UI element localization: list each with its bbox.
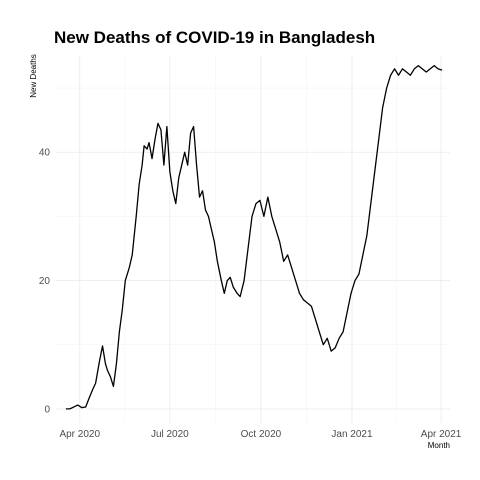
major-gridlines	[56, 56, 450, 423]
series-layer	[65, 64, 443, 410]
x-tick-label: Oct 2020	[241, 429, 282, 440]
chart-title: New Deaths of COVID-19 in Bangladesh	[54, 28, 375, 47]
x-tick-label: Jul 2020	[151, 429, 189, 440]
x-tick-label: Apr 2020	[59, 429, 100, 440]
x-tick-label: Jan 2021	[331, 429, 373, 440]
x-tick-labels: Apr 2020 Jul 2020 Oct 2020 Jan 2021 Apr 2021	[59, 429, 461, 440]
minor-gridlines	[56, 56, 450, 423]
series-line	[65, 64, 443, 410]
y-tick-labels: 0 20 40	[39, 148, 51, 416]
x-tick-label: Apr 2021	[421, 429, 462, 440]
y-tick-label: 20	[39, 276, 51, 287]
x-axis-label: Month	[428, 441, 450, 450]
y-tick-label: 0	[44, 404, 50, 415]
y-axis-label: New Deaths	[29, 54, 38, 98]
y-tick-label: 40	[39, 148, 51, 159]
